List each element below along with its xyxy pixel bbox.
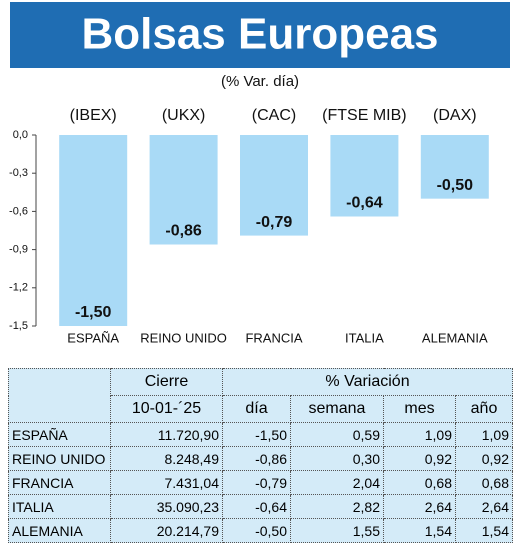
ticker-label: (FTSE MIB) <box>322 107 406 124</box>
corner-cell <box>8 368 111 396</box>
table-cell: 1,55 <box>290 518 384 543</box>
ticker-label: (DAX) <box>433 107 477 124</box>
y-tick-label: -0,6 <box>9 205 28 217</box>
table-cell: 20.214,79 <box>110 518 223 543</box>
value-label: -0,50 <box>437 177 474 194</box>
table-cell: 8.248,49 <box>110 446 223 471</box>
table-cell: 7.431,04 <box>110 470 223 495</box>
value-label: -0,86 <box>165 223 202 240</box>
y-tick-label: -1,2 <box>9 282 28 294</box>
table-cell: -1,50 <box>222 422 291 447</box>
x-tick-label: ALEMANIA <box>422 330 488 345</box>
y-tick-label: -0,3 <box>9 167 28 179</box>
bar <box>240 135 308 236</box>
table-cell: 2,04 <box>290 470 384 495</box>
group-header: Cierre <box>110 368 223 396</box>
row-header: REINO UNIDO <box>8 446 111 471</box>
table-cell: 2,64 <box>455 494 513 519</box>
chart-title: Bolsas Europeas <box>81 10 438 59</box>
table-row: ALEMANIA 20.214,79 -0,50 1,55 1,54 1,54 <box>8 518 513 543</box>
table-cell: 1,09 <box>383 422 456 447</box>
table: Cierre% Variación 10-01-´25 día semana mes añ… <box>8 368 513 543</box>
ticker-label: (IBEX) <box>70 107 117 124</box>
ticker-label: (CAC) <box>252 107 296 124</box>
table-row: ITALIA 35.090,23 -0,64 2,82 2,64 2,64 <box>8 494 513 519</box>
table-row: FRANCIA 7.431,04 -0,79 2,04 0,68 0,68 <box>8 470 513 495</box>
ticker-label: (UKX) <box>162 107 206 124</box>
table-cell: -0,79 <box>222 470 291 495</box>
group-header: % Variación <box>222 368 513 396</box>
column-header: mes <box>383 395 456 423</box>
table-cell: 0,68 <box>383 470 456 495</box>
table-cell: 0,30 <box>290 446 384 471</box>
table-cell: 2,64 <box>383 494 456 519</box>
x-tick-label: REINO UNIDO <box>140 330 227 345</box>
row-header: ESPAÑA <box>8 422 111 447</box>
bar <box>149 135 218 245</box>
table-cell: 1,54 <box>383 518 456 543</box>
column-header: año <box>455 395 513 423</box>
table-row: ESPAÑA 11.720,90 -1,50 0,59 1,09 1,09 <box>8 422 513 447</box>
table-cell: -0,50 <box>222 518 291 543</box>
table-cell: 0,92 <box>455 446 513 471</box>
table-cell: 11.720,90 <box>110 422 223 447</box>
bar <box>330 135 399 217</box>
value-label: -1,50 <box>75 304 112 321</box>
x-tick-label: ESPAÑA <box>67 330 119 345</box>
y-tick-label: -1,5 <box>9 320 28 332</box>
bar <box>420 135 489 199</box>
table-cell: -0,86 <box>222 446 291 471</box>
y-tick-label: -0,9 <box>9 244 28 256</box>
x-tick-label: FRANCIA <box>245 330 302 345</box>
x-tick-label: ITALIA <box>345 330 384 345</box>
table-cell: 2,82 <box>290 494 384 519</box>
chart-subtitle: (% Var. día) <box>221 73 299 90</box>
table-cell: 0,68 <box>455 470 513 495</box>
chart: Bolsas Europeas (% Var. día) 0,0 -0,3 -0,6… <box>9 2 510 345</box>
value-label: -0,79 <box>256 214 293 231</box>
table-cell: 35.090,23 <box>110 494 223 519</box>
value-label: -0,64 <box>346 195 383 212</box>
table-cell: 1,09 <box>455 422 513 447</box>
corner-cell <box>8 395 111 423</box>
row-header: ITALIA <box>8 494 111 519</box>
table-cell: -0,64 <box>222 494 291 519</box>
table-row: 10-01-´25 día semana mes año <box>8 395 513 423</box>
table-cell: 1,54 <box>455 518 513 543</box>
column-header: 10-01-´25 <box>110 395 223 423</box>
y-tick-label: 0,0 <box>13 129 28 141</box>
bar <box>59 135 128 326</box>
column-header: semana <box>290 395 384 423</box>
table-cell: 0,92 <box>383 446 456 471</box>
table-cell: 0,59 <box>290 422 384 447</box>
table-row: Cierre% Variación <box>8 368 513 396</box>
row-header: FRANCIA <box>8 470 111 495</box>
table-row: REINO UNIDO 8.248,49 -0,86 0,30 0,92 0,92 <box>8 446 513 471</box>
column-header: día <box>222 395 291 423</box>
row-header: ALEMANIA <box>8 518 111 543</box>
title-band <box>10 2 510 68</box>
